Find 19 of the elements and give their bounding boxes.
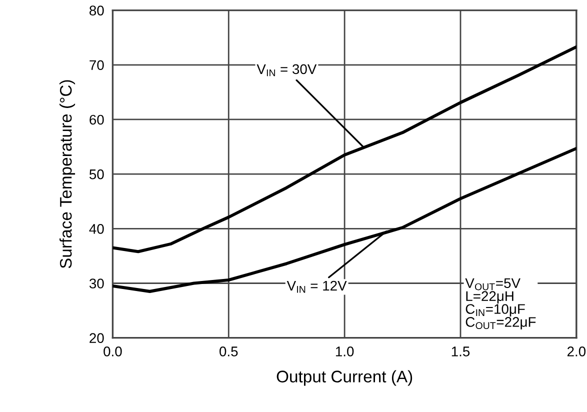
x-tick-label: 0.0 — [104, 346, 122, 356]
line-series — [112, 146, 576, 293]
y-tick-label: 80 — [90, 6, 104, 16]
y-tick-label: 30 — [89, 278, 104, 288]
x-tick-label: 1.0 — [336, 346, 354, 356]
y-tick-label: 50 — [89, 169, 104, 180]
x-tick-label: 2.0 — [567, 346, 586, 356]
annotation: V$_{IN}$ = 30V — [256, 64, 317, 76]
y-tick-label: 40 — [89, 224, 104, 234]
y-tick-label: 60 — [90, 114, 104, 125]
x-axis-title: Output Current (A) — [276, 370, 412, 386]
line-series — [112, 45, 576, 254]
x-tick-label: 0.5 — [220, 346, 238, 356]
y-axis-title: Surface Temperature (°C) — [60, 80, 76, 268]
annotation: V$_{IN}$ = 12V — [286, 280, 347, 293]
y-tick-label: 70 — [90, 60, 104, 70]
y-tick-label: 20 — [90, 333, 104, 344]
text: V$_{OUT}$=5V L=22μH C$_{IN}$=10μF C$_{OUT}$=22μF — [465, 278, 536, 330]
x-tick-label: 1.5 — [452, 346, 470, 356]
